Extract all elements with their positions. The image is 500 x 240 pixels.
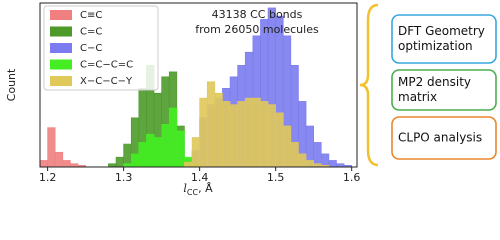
histogram-bar <box>313 142 322 168</box>
box-label: DFT Geometry <box>398 24 485 38</box>
annotation: from 26050 molecules <box>195 23 319 36</box>
histogram-bar <box>252 97 261 168</box>
histogram-bar <box>199 97 208 168</box>
plot-area <box>39 7 352 168</box>
y-axis-label: Count <box>5 68 18 101</box>
box-label: MP2 density <box>398 75 471 89</box>
legend-swatch <box>50 76 72 86</box>
histogram-bar <box>229 104 238 168</box>
histogram-bar <box>214 92 223 168</box>
box-frame <box>391 14 497 64</box>
box-label: optimization <box>398 39 473 53</box>
legend: C≡C C=C C−C C=C−C=C X−C−C−Y <box>43 5 159 91</box>
x-tick-label: 1.2 <box>39 171 57 184</box>
x-tick-label: 1.3 <box>115 171 133 184</box>
histogram-bar <box>290 142 299 168</box>
histogram-bar <box>62 160 71 168</box>
legend-label: C≡C <box>80 10 102 21</box>
histogram-bar <box>130 153 140 168</box>
legend-swatch <box>50 43 72 53</box>
histogram-bar <box>320 153 330 168</box>
histogram-bar <box>275 112 284 168</box>
histogram-bar <box>54 151 64 168</box>
annotation: 43138 CC bonds <box>212 8 303 21</box>
figure: Count lCC, Å 43138 CC bonds from 26050 m… <box>5 2 497 197</box>
box-label: matrix <box>398 90 437 104</box>
histogram-bar <box>47 127 56 168</box>
x-label-unit: , Å <box>198 182 213 195</box>
x-tick-label: 1.5 <box>267 171 285 184</box>
histogram-bar <box>191 137 200 168</box>
x-label-symbol: l <box>183 182 187 195</box>
histogram-bar <box>168 107 178 168</box>
histogram-bar <box>146 133 155 168</box>
legend-label: C=C <box>80 27 102 38</box>
histogram-bar <box>176 130 185 168</box>
legend-label: X−C−C−Y <box>80 76 133 87</box>
legend-swatch <box>50 59 72 70</box>
step-box: CLPO analysis <box>391 116 497 160</box>
box-frame <box>391 116 497 160</box>
histogram-bar <box>184 161 193 168</box>
histogram-bar <box>244 97 254 168</box>
legend-swatch <box>50 26 72 37</box>
legend-swatch <box>50 10 72 20</box>
plot-frame <box>39 2 358 168</box>
legend-label: C=C−C=C <box>80 60 133 71</box>
brace <box>359 3 379 167</box>
histogram-bar <box>298 153 307 168</box>
box-frame <box>391 69 497 111</box>
histogram-bar <box>328 160 337 168</box>
histogram-bar <box>39 160 48 168</box>
histogram-bar <box>282 125 292 168</box>
x-axis-label: lCC, Å <box>183 182 213 196</box>
series <box>39 127 86 168</box>
box-label: CLPO analysis <box>398 131 482 145</box>
histogram-bar <box>237 101 246 168</box>
x-tick-label: 1.4 <box>191 171 209 184</box>
histogram-bar <box>267 104 276 168</box>
x-label-subscript: CC <box>187 188 199 197</box>
histogram-bar <box>161 124 170 168</box>
legend-label: C−C <box>80 43 102 54</box>
histogram-bar <box>260 101 269 168</box>
histogram-bar <box>153 137 162 168</box>
legend-frame <box>43 5 159 91</box>
x-tick-label: 1.6 <box>343 171 361 184</box>
histogram-bar <box>206 81 216 168</box>
histogram-bar <box>222 101 231 168</box>
histogram-bar <box>138 142 147 168</box>
histogram-bar <box>115 156 124 168</box>
histogram-bar <box>305 160 314 168</box>
